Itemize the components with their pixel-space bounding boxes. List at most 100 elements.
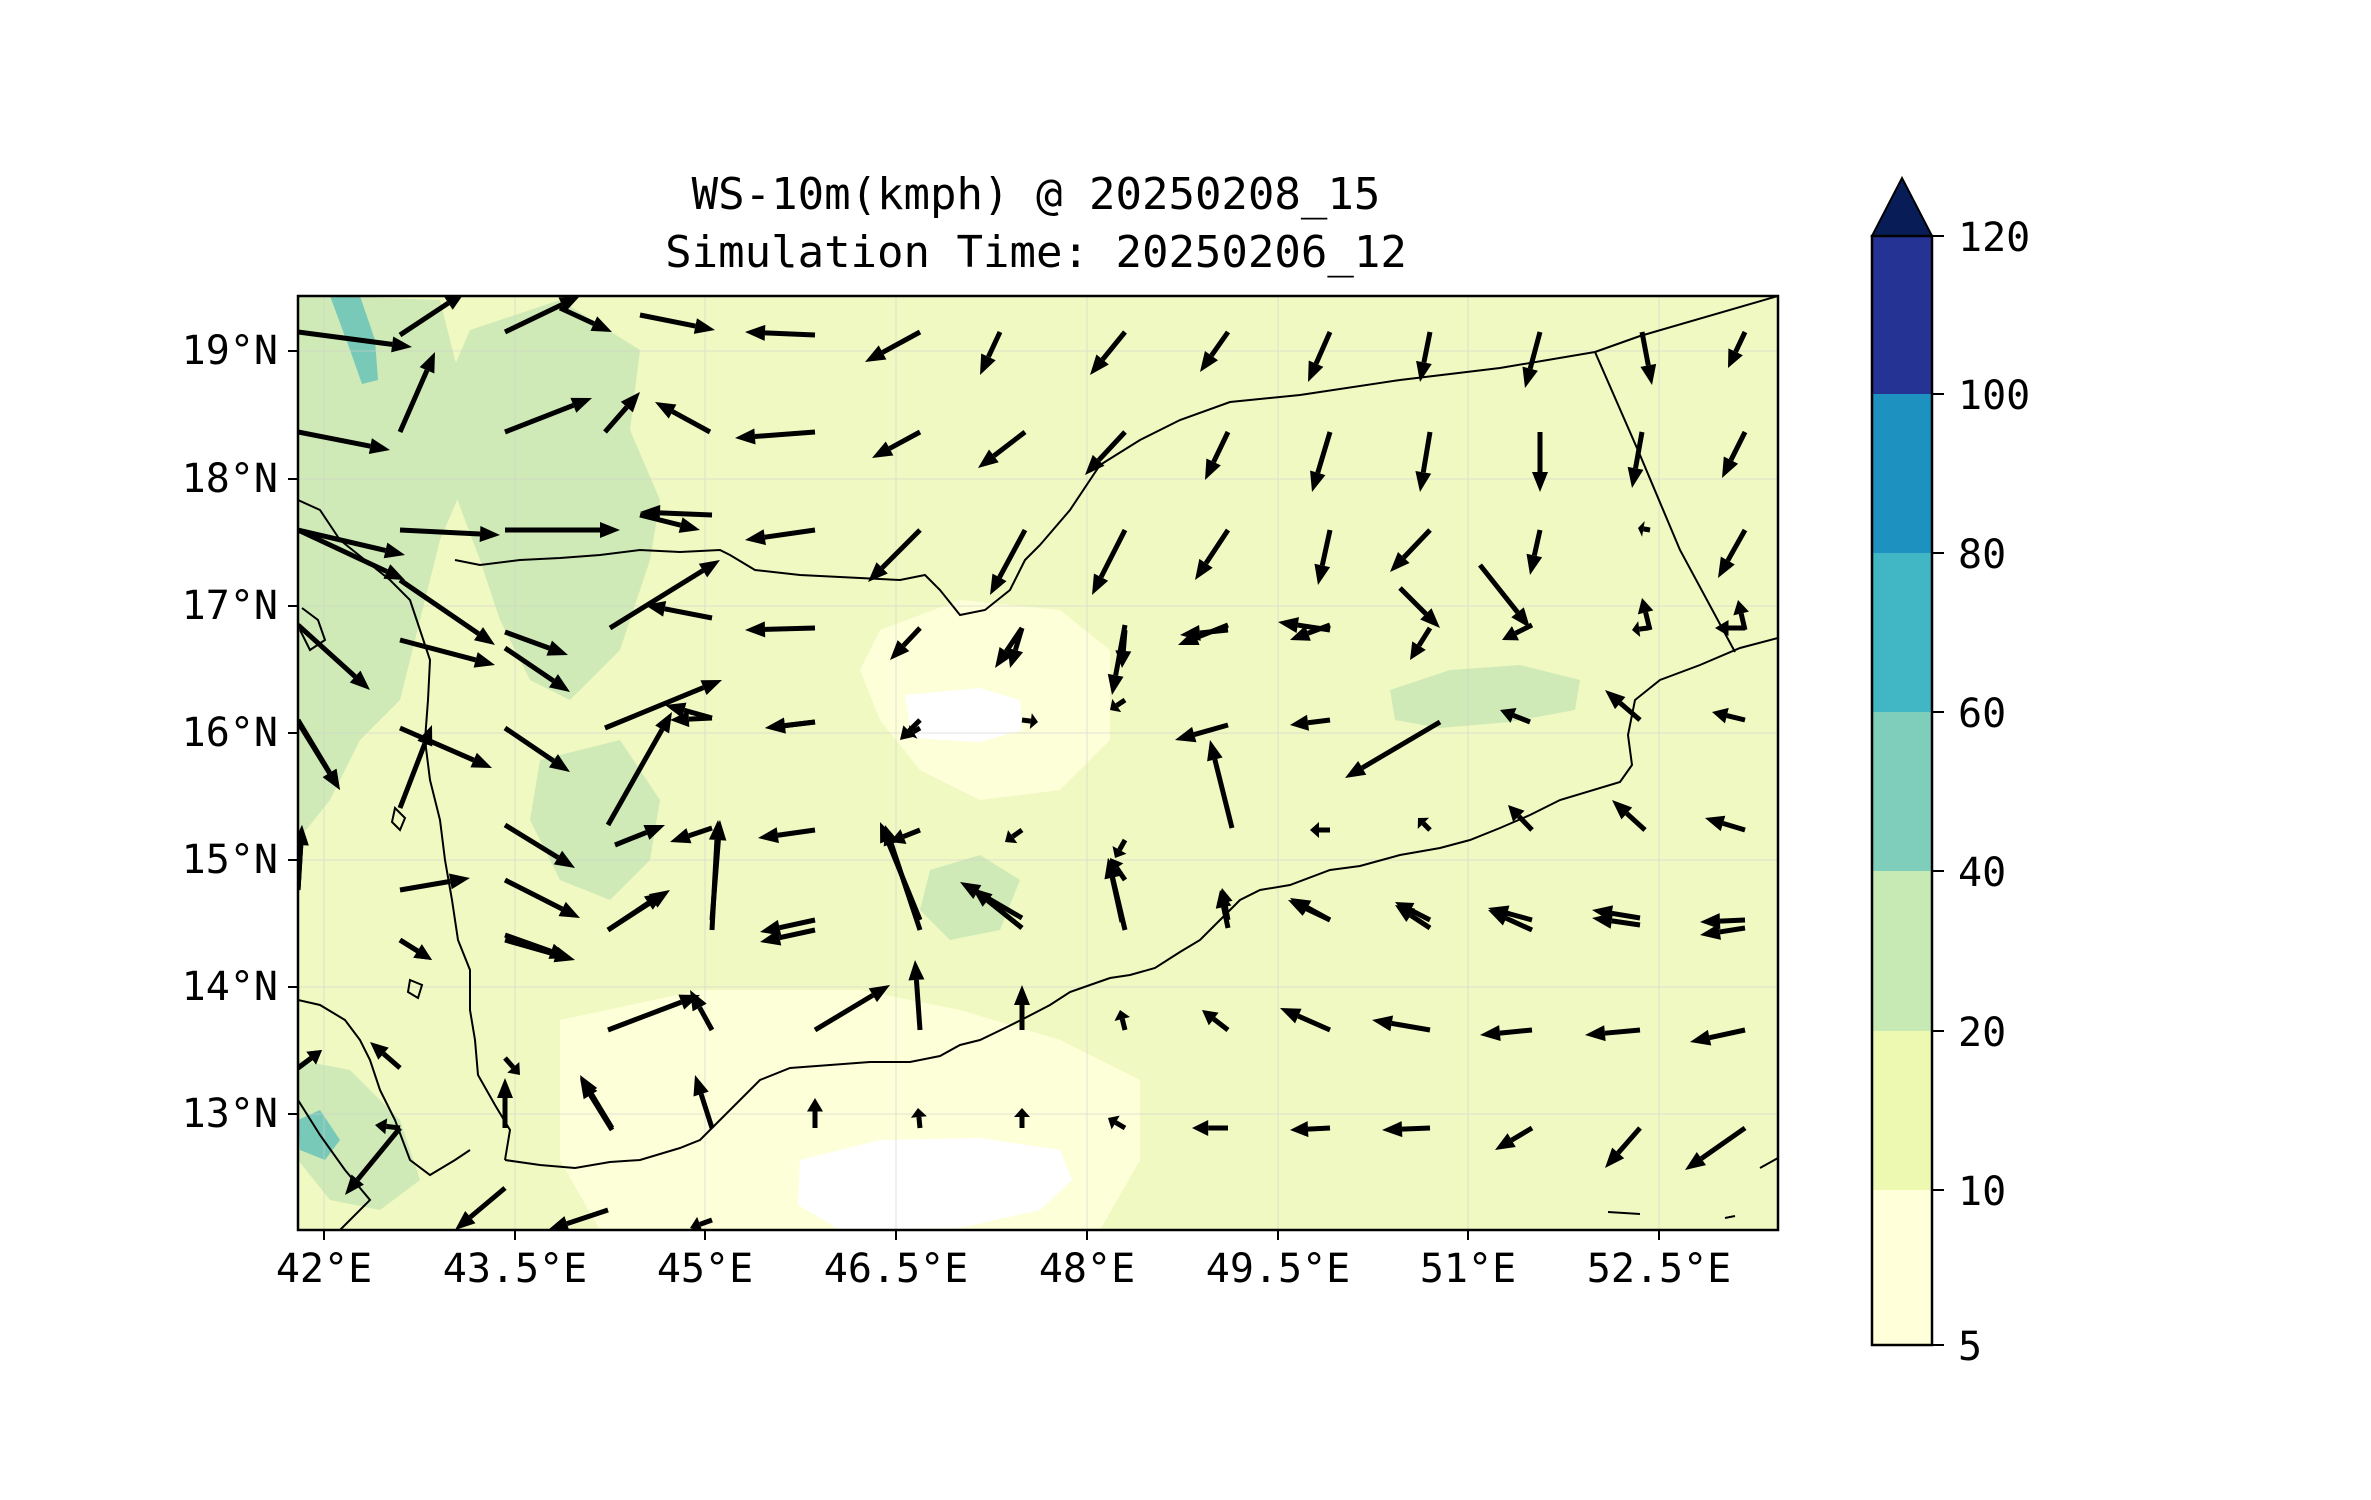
map-frame	[296, 294, 1780, 1232]
colorbar-extend-arrow	[1870, 175, 1934, 237]
wind-arrow-head	[665, 702, 687, 719]
wind-arrow-shaft	[901, 626, 922, 648]
wind-arrow-head	[1640, 363, 1657, 385]
wind-arrow-shaft	[1506, 910, 1533, 923]
wind-arrow-head	[1112, 846, 1127, 858]
wind-arrow-shaft	[298, 429, 371, 449]
wind-arrow-shaft	[1315, 431, 1333, 474]
wind-arrow-head	[735, 428, 756, 445]
wind-arrow-shaft	[1398, 586, 1428, 616]
wind-arrow-shaft	[664, 606, 713, 621]
wind-arrow-head	[1290, 1121, 1309, 1138]
wind-arrow-shaft	[1733, 330, 1748, 353]
wind-arrow-shaft	[1021, 717, 1032, 724]
wind-arrow-head	[1526, 553, 1543, 575]
colorbar-segment	[1872, 712, 1932, 871]
wind-arrow-head	[1280, 1008, 1302, 1024]
yemen-oman-border	[1594, 351, 1736, 653]
yemen-south-coast	[504, 637, 1778, 1170]
wind-arrow-shaft	[298, 527, 388, 574]
wind-arrow-head	[1502, 626, 1520, 641]
wind-arrow-shaft	[503, 822, 560, 860]
wind-arrow-head	[865, 345, 887, 362]
wind-arrow-head	[1205, 458, 1221, 480]
map-area	[298, 296, 1778, 1230]
wind-arrow-shaft	[683, 707, 713, 721]
wind-arrow-head	[322, 768, 340, 790]
wind-arrow-head	[1310, 822, 1319, 838]
colorbar-segment	[1872, 394, 1932, 553]
wind-arrow-head	[643, 892, 665, 910]
wind-arrow-shaft	[1110, 876, 1128, 931]
wind-arrow-head	[1207, 740, 1223, 762]
wind-arrow-head	[620, 392, 640, 413]
contour-20-40-central	[920, 855, 1020, 940]
wind-arrow-head	[1585, 1025, 1606, 1042]
contour-20-40-south-west	[298, 1060, 420, 1210]
wind-arrow-head	[590, 316, 612, 332]
wind-arrow-shaft	[1618, 701, 1642, 722]
wind-arrow-head	[1722, 456, 1739, 478]
x-tick-label: 49.5°E	[1206, 1246, 1351, 1292]
wind-arrow-shaft	[1611, 918, 1641, 928]
wind-arrow-head	[1415, 470, 1432, 492]
wind-arrow-shaft	[1643, 611, 1653, 631]
wind-arrow-head	[1382, 1121, 1403, 1138]
wind-arrow-head	[1007, 647, 1024, 668]
wind-arrow-head	[807, 1098, 823, 1112]
wind-arrow-shaft	[1114, 866, 1128, 882]
wind-arrow-shaft	[298, 623, 357, 679]
wind-arrow-shaft	[399, 725, 475, 763]
wind-arrow-shaft	[398, 300, 450, 338]
wind-arrow-shaft	[566, 1207, 609, 1227]
wind-arrow-head	[980, 353, 996, 375]
wind-arrow-shaft	[503, 302, 564, 335]
colorbar-label: 120	[1958, 215, 2030, 261]
wind-arrow-shaft	[1510, 1125, 1534, 1143]
wind-arrow-head	[765, 717, 786, 734]
wind-arrow-head	[690, 990, 707, 1012]
y-tick-label: 17°N	[182, 583, 278, 629]
wind-arrow-head	[306, 1050, 322, 1065]
wind-arrow-head	[548, 1216, 570, 1230]
wind-arrow-shaft	[1505, 916, 1534, 933]
wind-arrow-shaft	[504, 937, 557, 957]
colorbar-label: 5	[1958, 1324, 1982, 1370]
wind-arrow-shaft	[503, 1056, 516, 1070]
title-line-1: WS-10m(kmph) @ 20250208_15	[691, 169, 1381, 220]
wind-arrow-shaft	[697, 1006, 715, 1032]
wind-arrow-shaft	[671, 409, 712, 435]
wind-arrow-shaft	[588, 1093, 615, 1132]
wind-arrow-shaft	[813, 993, 875, 1033]
wind-arrow-head	[1014, 985, 1030, 1005]
wind-arrow-head	[548, 754, 570, 772]
wind-arrow-shaft	[1726, 713, 1746, 723]
contour-20-40-east	[1390, 665, 1580, 728]
y-tick-label: 18°N	[182, 456, 278, 502]
wind-arrow-head	[910, 1108, 927, 1118]
colorbar-segment	[1872, 236, 1932, 394]
wind-arrow-head	[760, 929, 782, 946]
wind-arrow-head	[655, 712, 672, 734]
wind-arrow-head	[553, 946, 575, 963]
wind-speed-contours	[298, 296, 1580, 1230]
wind-arrow-head	[413, 944, 432, 960]
wind-arrow-head	[1085, 454, 1105, 475]
wind-arrow-shaft	[1420, 431, 1433, 473]
colorbar-segment	[1872, 1031, 1932, 1190]
wind-arrow-head	[570, 397, 592, 413]
wind-arrow-shaft	[992, 430, 1027, 458]
wind-arrow-head	[370, 1042, 389, 1060]
colorbar-label: 60	[1958, 691, 2006, 737]
wind-arrow-head	[1637, 598, 1654, 615]
wind-arrow-head	[1417, 817, 1430, 830]
wind-arrow-shaft	[399, 637, 477, 663]
wind-arrow-head	[1733, 600, 1749, 616]
wind-arrow-head	[1345, 760, 1367, 778]
colorbar-label: 10	[1958, 1169, 2006, 1215]
wind-arrow-shaft	[1499, 1027, 1533, 1036]
wind-arrow-head	[1728, 348, 1743, 368]
wind-arrow-shaft	[605, 728, 665, 827]
wind-arrow-head	[745, 621, 766, 638]
wind-arrow-head	[558, 901, 580, 918]
